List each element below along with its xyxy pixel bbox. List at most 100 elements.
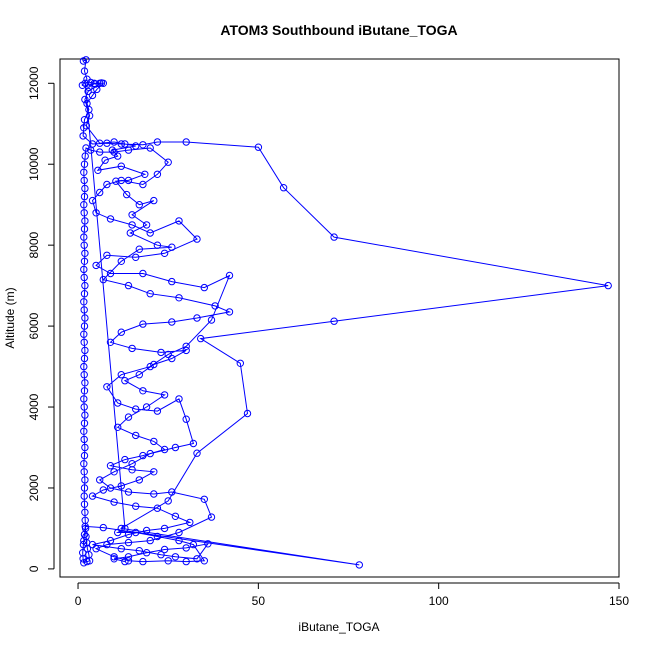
data-point xyxy=(153,170,162,179)
data-point xyxy=(139,320,147,328)
data-point xyxy=(117,257,126,265)
data-point xyxy=(79,132,87,140)
data-point xyxy=(80,460,88,468)
data-point xyxy=(128,466,136,474)
data-point xyxy=(189,439,198,448)
data-point xyxy=(112,177,120,185)
y-tick-label: 4000 xyxy=(27,393,41,420)
data-point xyxy=(80,241,88,249)
data-point xyxy=(99,523,108,532)
data-point xyxy=(330,233,338,241)
data-point xyxy=(82,56,90,64)
data-point xyxy=(207,316,216,324)
data-point xyxy=(81,476,89,484)
data-point xyxy=(355,561,363,569)
data-point xyxy=(182,342,190,350)
data-point xyxy=(106,462,115,470)
data-point xyxy=(96,148,104,156)
data-point xyxy=(88,196,97,205)
data-point xyxy=(80,419,89,427)
data-point xyxy=(175,528,183,537)
data-point xyxy=(150,437,158,446)
data-point xyxy=(146,449,154,458)
data-point xyxy=(207,513,216,521)
data-point xyxy=(142,526,151,535)
data-point xyxy=(85,83,93,92)
data-point xyxy=(117,482,126,490)
data-point xyxy=(182,557,190,566)
data-point xyxy=(135,201,144,209)
data-point xyxy=(139,180,147,189)
data-point xyxy=(182,415,190,423)
data-point xyxy=(200,495,209,503)
data-point xyxy=(168,277,176,286)
data-point xyxy=(81,249,89,258)
data-point xyxy=(132,142,140,150)
data-point xyxy=(80,192,89,201)
data-point xyxy=(139,141,147,149)
data-point xyxy=(153,504,162,512)
data-point xyxy=(96,188,104,197)
data-point xyxy=(139,557,147,566)
data-point xyxy=(117,140,126,148)
data-point xyxy=(204,540,212,548)
y-tick-label: 10000 xyxy=(27,147,41,181)
data-point xyxy=(182,138,190,146)
data-point xyxy=(92,209,100,217)
data-point xyxy=(121,524,129,533)
data-point xyxy=(236,359,245,367)
data-point xyxy=(132,502,140,510)
data-point xyxy=(80,67,89,75)
data-point xyxy=(81,411,89,419)
data-point xyxy=(146,290,154,298)
data-point xyxy=(82,532,90,541)
data-point xyxy=(139,451,147,460)
data-point xyxy=(146,362,154,371)
data-point xyxy=(182,544,190,552)
x-axis: 0 50 100 150 xyxy=(75,582,629,608)
data-point xyxy=(146,536,154,545)
data-point xyxy=(135,245,144,253)
data-point xyxy=(117,162,126,170)
data-point xyxy=(80,201,88,209)
data-point xyxy=(121,140,129,148)
data-point xyxy=(82,122,91,130)
data-point xyxy=(81,346,89,355)
data-point xyxy=(80,273,88,282)
data-point xyxy=(97,79,106,87)
data-point xyxy=(88,540,97,549)
data-point xyxy=(80,395,88,403)
data-point xyxy=(279,184,288,192)
y-axis-label: Altitude (m) xyxy=(3,287,17,348)
data-point xyxy=(81,95,89,104)
data-point xyxy=(80,176,88,185)
x-tick-label: 100 xyxy=(429,594,449,608)
data-point xyxy=(193,449,201,457)
data-point xyxy=(80,484,89,492)
data-point xyxy=(88,492,97,500)
data-point xyxy=(106,484,115,492)
data-point xyxy=(124,553,133,561)
data-point xyxy=(175,294,183,302)
series-layer xyxy=(78,56,612,569)
data-point xyxy=(124,530,133,539)
data-point xyxy=(175,217,183,225)
data-point xyxy=(81,184,89,193)
data-point xyxy=(110,555,118,563)
data-point xyxy=(153,532,162,541)
data-point xyxy=(110,138,118,146)
data-point xyxy=(126,229,135,237)
data-point xyxy=(80,338,88,346)
data-point xyxy=(80,354,89,363)
data-point xyxy=(81,508,89,516)
data-point xyxy=(254,143,263,151)
data-point xyxy=(99,486,108,494)
data-point xyxy=(110,468,118,476)
data-point xyxy=(81,281,89,290)
data-point xyxy=(92,545,100,553)
data-point xyxy=(108,146,117,154)
data-point xyxy=(197,334,205,343)
data-point xyxy=(142,403,151,411)
data-point xyxy=(146,229,154,237)
